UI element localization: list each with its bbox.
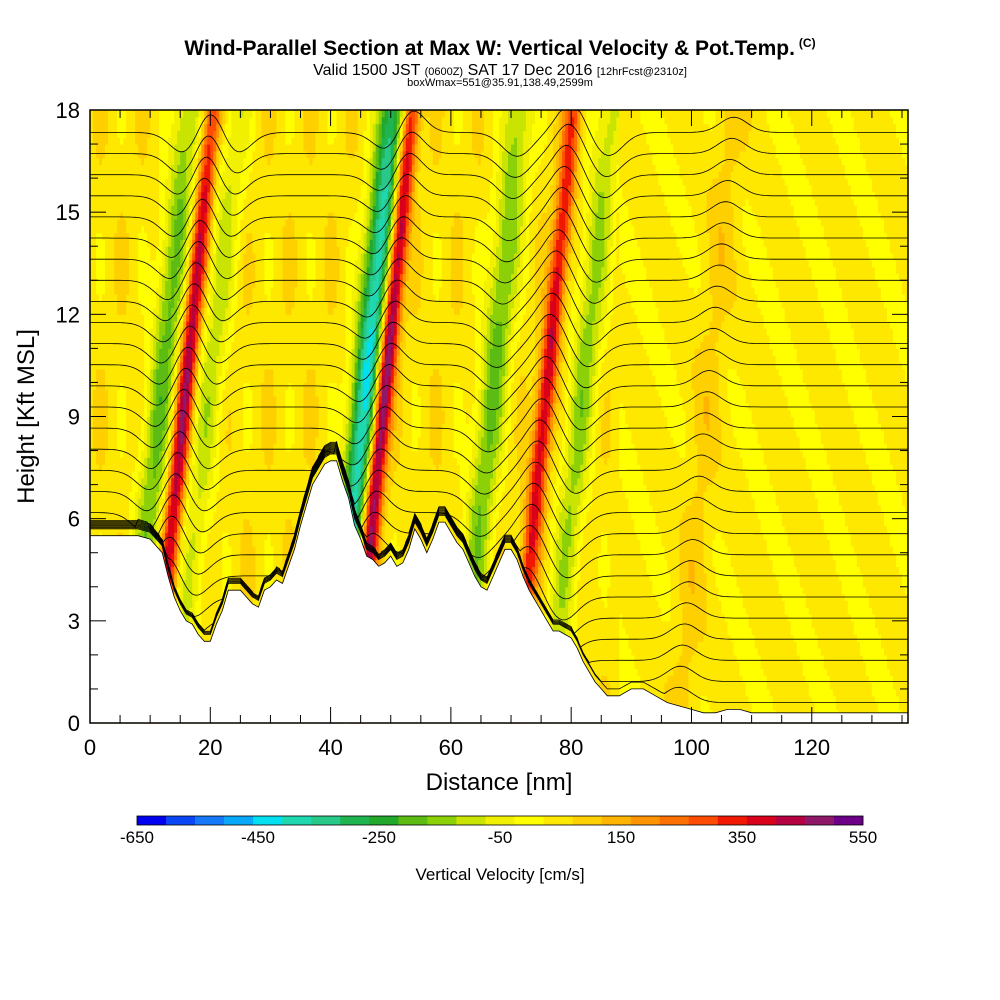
- colorbar-swatch: [544, 816, 573, 825]
- y-axis-label: Height [Kft MSL]: [13, 329, 40, 504]
- colorbar-swatch: [660, 816, 689, 825]
- x-tick-label: 80: [559, 735, 583, 760]
- colorbar-swatch: [195, 816, 224, 825]
- x-tick-label: 20: [198, 735, 222, 760]
- colorbar-swatch: [311, 816, 340, 825]
- colorbar-swatch: [573, 816, 602, 825]
- colorbar-swatch: [340, 816, 369, 825]
- colorbar-swatch: [398, 816, 427, 825]
- colorbar-swatch: [515, 816, 544, 825]
- colorbar-swatch: [224, 816, 253, 825]
- colorbar-swatch: [253, 816, 282, 825]
- x-tick-label: 120: [793, 735, 830, 760]
- x-tick-label: 100: [673, 735, 710, 760]
- colorbar-swatch: [369, 816, 398, 825]
- colorbar-swatch: [166, 816, 195, 825]
- colorbar-swatch: [805, 816, 834, 825]
- colorbar-swatch: [747, 816, 776, 825]
- colorbar-tick-label: 150: [607, 828, 635, 847]
- colorbar-swatch: [834, 816, 863, 825]
- colorbar-swatch: [485, 816, 514, 825]
- colorbar-tick-label: -250: [362, 828, 396, 847]
- x-axis-label: Distance [nm]: [426, 769, 573, 796]
- colorbar-tick-label: -50: [488, 828, 513, 847]
- cross-section-chart: 0 20 40 60 80 100 1200369121518 Distance [nm] …: [0, 0, 1000, 1000]
- colorbar-swatch: [602, 816, 631, 825]
- x-tick-label: 40: [318, 735, 342, 760]
- y-tick-label: 12: [56, 302, 80, 327]
- y-tick-label: 18: [56, 98, 80, 123]
- colorbar-tick-label: 350: [728, 828, 756, 847]
- colorbar-swatch: [137, 816, 166, 825]
- colorbar-swatch: [776, 816, 805, 825]
- colorbar-swatch: [689, 816, 718, 825]
- y-tick-label: 3: [68, 609, 80, 634]
- y-tick-label: 15: [56, 200, 80, 225]
- colorbar: -650 -450 -250 -50 150 350 550: [120, 816, 877, 847]
- colorbar-swatch: [282, 816, 311, 825]
- colorbar-swatch: [456, 816, 485, 825]
- colorbar-swatch: [427, 816, 456, 825]
- x-tick-label: 60: [439, 735, 463, 760]
- y-tick-label: 9: [68, 405, 80, 430]
- colorbar-tick-label: 550: [849, 828, 877, 847]
- colorbar-swatch: [631, 816, 660, 825]
- y-tick-label: 6: [68, 507, 80, 532]
- y-tick-label: 0: [68, 711, 80, 736]
- colorbar-tick-label: -650: [120, 828, 154, 847]
- colorbar-tick-label: -450: [241, 828, 275, 847]
- x-tick-label: 0: [84, 735, 96, 760]
- colorbar-swatch: [718, 816, 747, 825]
- colorbar-label: Vertical Velocity [cm/s]: [415, 865, 584, 884]
